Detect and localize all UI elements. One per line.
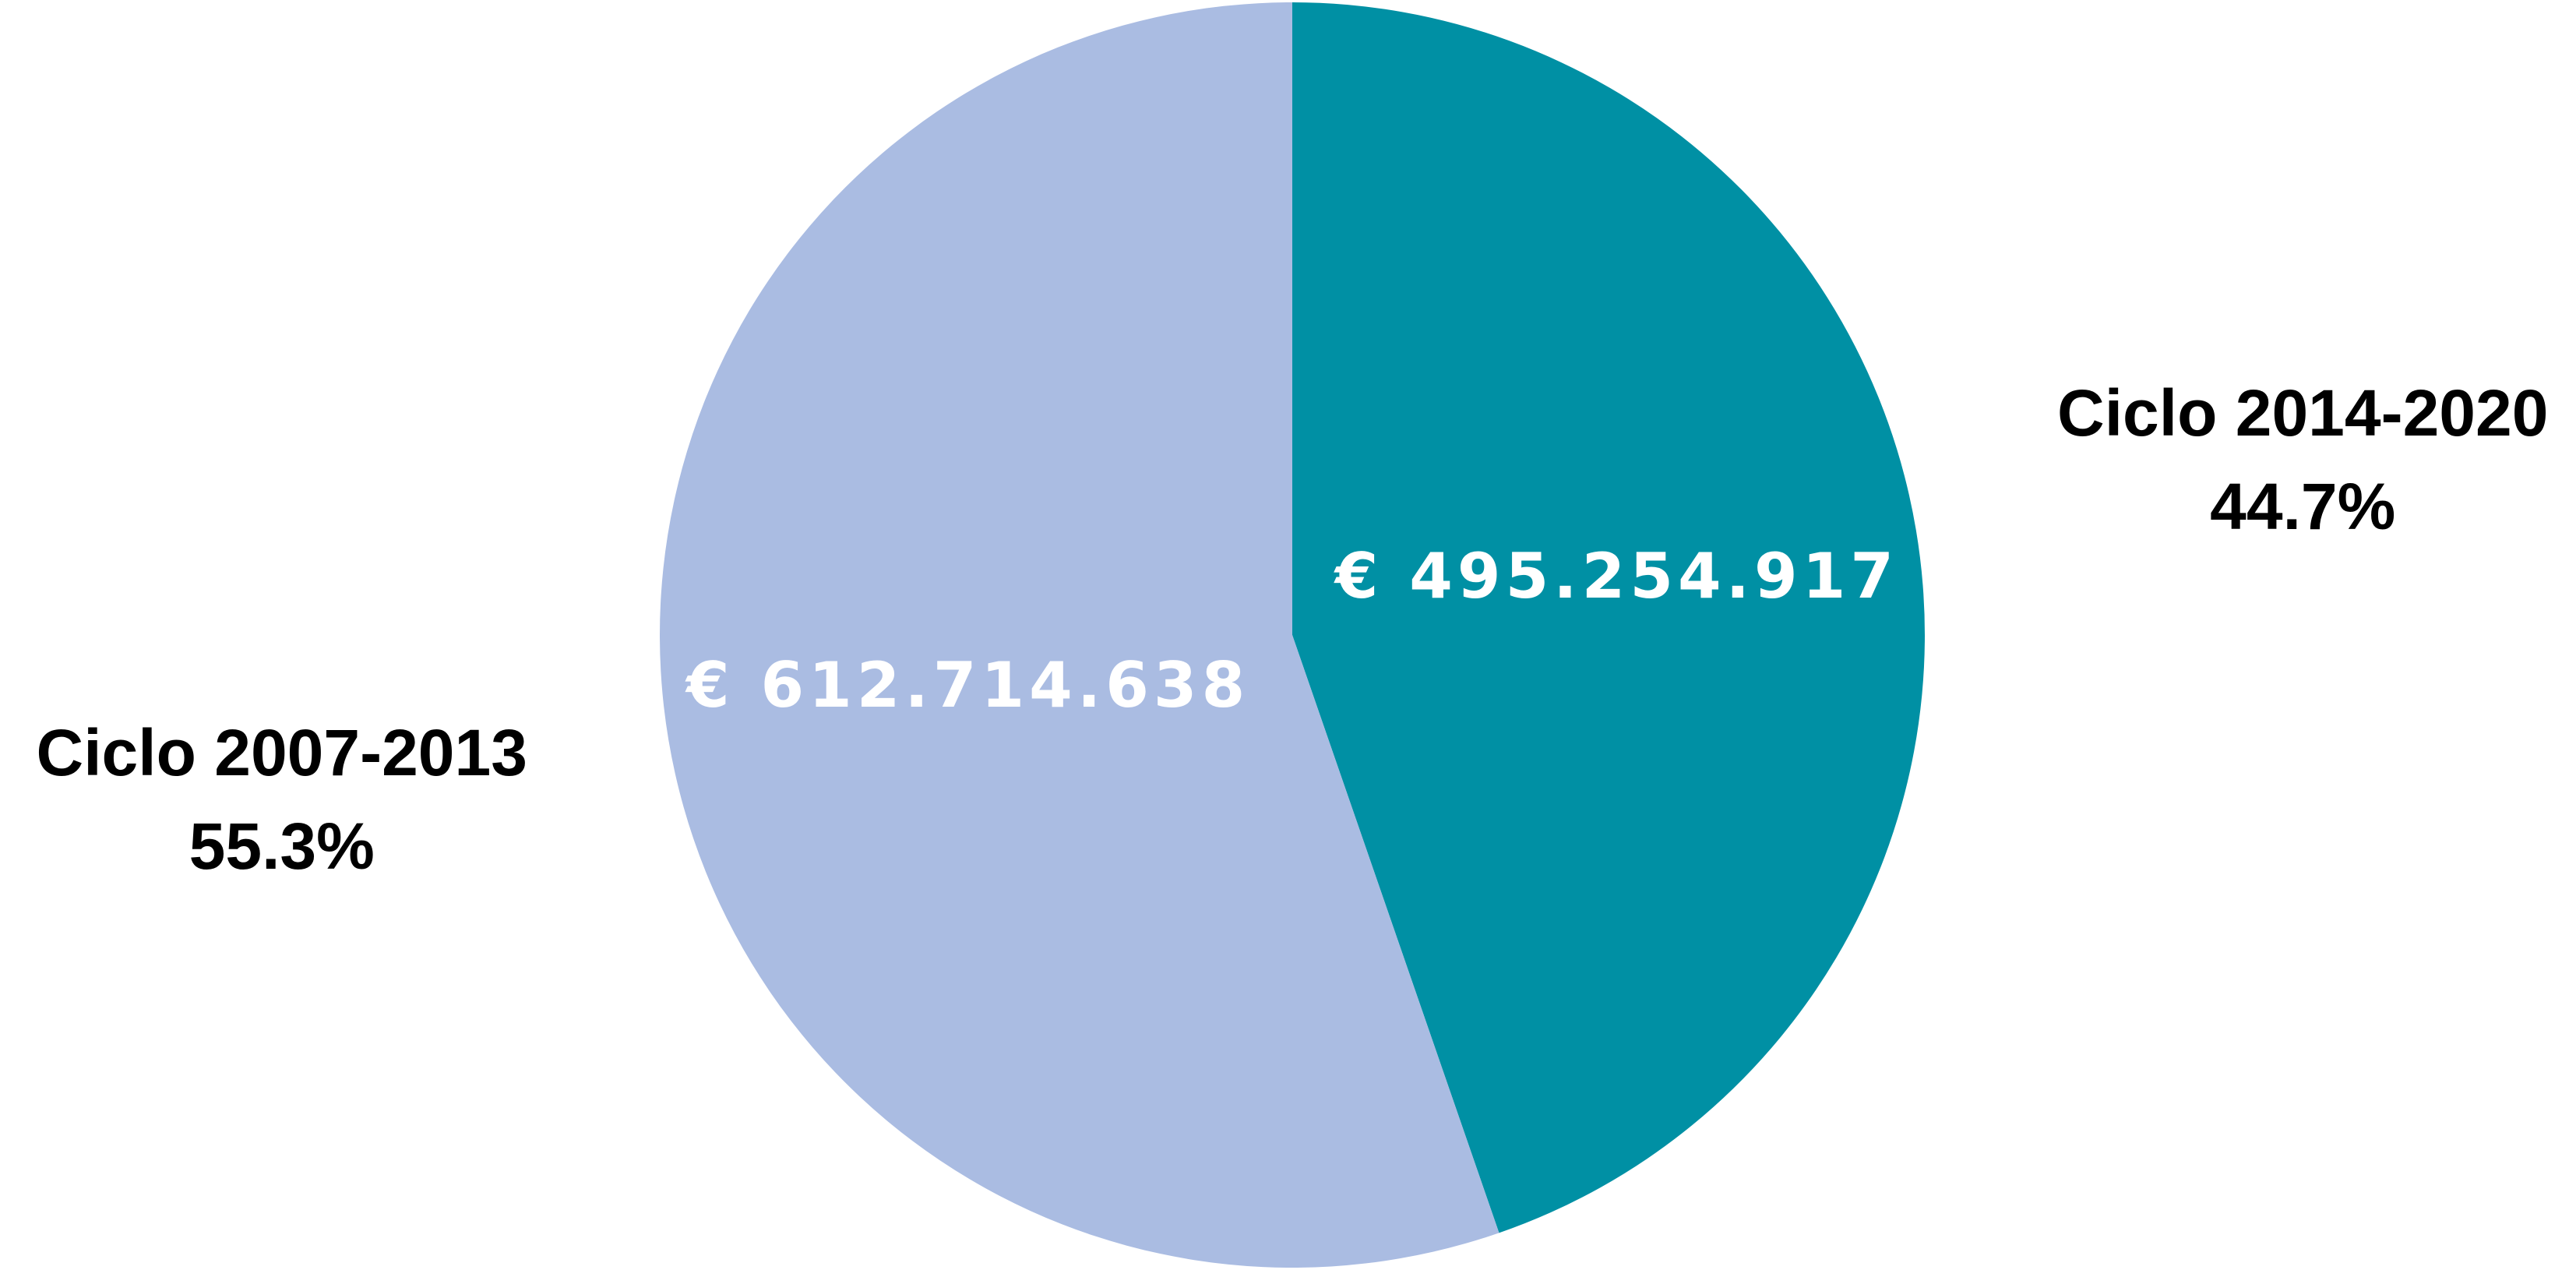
category-label: Ciclo 2014-2020 (2057, 376, 2548, 450)
value-label: € 612.714.638 (685, 649, 1249, 721)
pie-slice (659, 2, 1499, 1268)
pie-slice (1292, 2, 1925, 1233)
value-label: € 495.254.917 (1334, 540, 1898, 612)
category-label: Ciclo 2007-2013 (37, 716, 527, 789)
percent-label: 44.7% (2210, 470, 2395, 543)
percent-label: 55.3% (189, 810, 375, 883)
